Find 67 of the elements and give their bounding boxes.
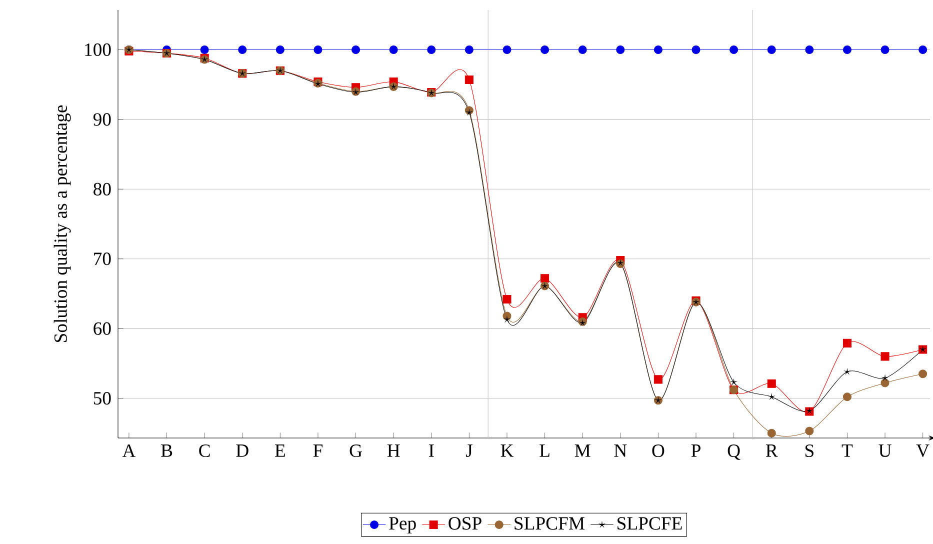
x-tick-label: U xyxy=(878,444,892,457)
x-tick-label: C xyxy=(199,444,210,458)
point xyxy=(805,426,814,436)
y-axis-title: Solution quality as a percentage xyxy=(54,105,71,342)
point xyxy=(692,45,700,54)
point xyxy=(767,379,776,388)
x-tick-label: Q xyxy=(728,444,740,460)
x-tick-label: O xyxy=(652,444,664,458)
point xyxy=(540,45,550,54)
point xyxy=(464,75,474,84)
y-tick-label: 90 xyxy=(93,113,111,126)
point xyxy=(654,375,662,384)
point xyxy=(427,45,436,54)
legend-label: Pep xyxy=(389,517,416,534)
point xyxy=(881,374,889,382)
point xyxy=(767,45,776,54)
point xyxy=(276,45,284,54)
y-tick-label: 70 xyxy=(94,252,111,266)
point xyxy=(730,45,738,54)
point xyxy=(654,45,662,54)
point xyxy=(805,45,814,54)
point xyxy=(730,378,738,386)
x-tick-label: A xyxy=(122,444,136,457)
point xyxy=(768,392,776,400)
point xyxy=(502,45,512,54)
x-tick-label: G xyxy=(350,444,362,458)
point xyxy=(503,316,511,323)
point xyxy=(616,45,625,54)
x-tick-label: B xyxy=(161,444,172,457)
point xyxy=(880,378,890,388)
y-tick-label: 50 xyxy=(94,392,111,405)
x-tick-label: H xyxy=(387,444,400,457)
x-tick-label: E xyxy=(275,444,285,457)
point xyxy=(842,392,852,402)
x-tick-label: I xyxy=(428,444,434,457)
x-tick-label: F xyxy=(313,444,322,457)
y-tick-label: 60 xyxy=(94,322,111,335)
legend-label: OSP xyxy=(448,517,482,530)
point xyxy=(502,295,512,304)
point xyxy=(578,45,587,54)
point xyxy=(389,45,398,54)
legend-label: SLPCFM xyxy=(514,517,584,530)
point xyxy=(352,45,360,54)
x-tick-label: D xyxy=(236,444,248,457)
x-tick-label: K xyxy=(500,444,514,457)
y-tick-label: 80 xyxy=(94,182,111,196)
x-tick-label: P xyxy=(691,444,700,457)
point xyxy=(880,352,890,361)
x-tick-label: M xyxy=(574,444,590,457)
point xyxy=(200,45,209,54)
point xyxy=(540,274,550,283)
point xyxy=(767,428,776,438)
point xyxy=(880,45,890,54)
x-tick-label: L xyxy=(540,444,550,457)
x-tick-label: J xyxy=(466,444,472,457)
point xyxy=(314,45,322,54)
point xyxy=(238,45,247,54)
x-tick-label: R xyxy=(766,444,778,457)
point xyxy=(842,338,852,348)
x-tick-label: N xyxy=(614,444,627,457)
x-tick-label: V xyxy=(916,444,930,458)
x-tick-label: S xyxy=(805,444,814,458)
y-tick-label: 100 xyxy=(85,43,111,56)
point xyxy=(464,45,474,54)
point xyxy=(842,45,852,54)
x-tick-label: T xyxy=(842,444,853,457)
legend-label: SLPCFE xyxy=(618,517,682,530)
